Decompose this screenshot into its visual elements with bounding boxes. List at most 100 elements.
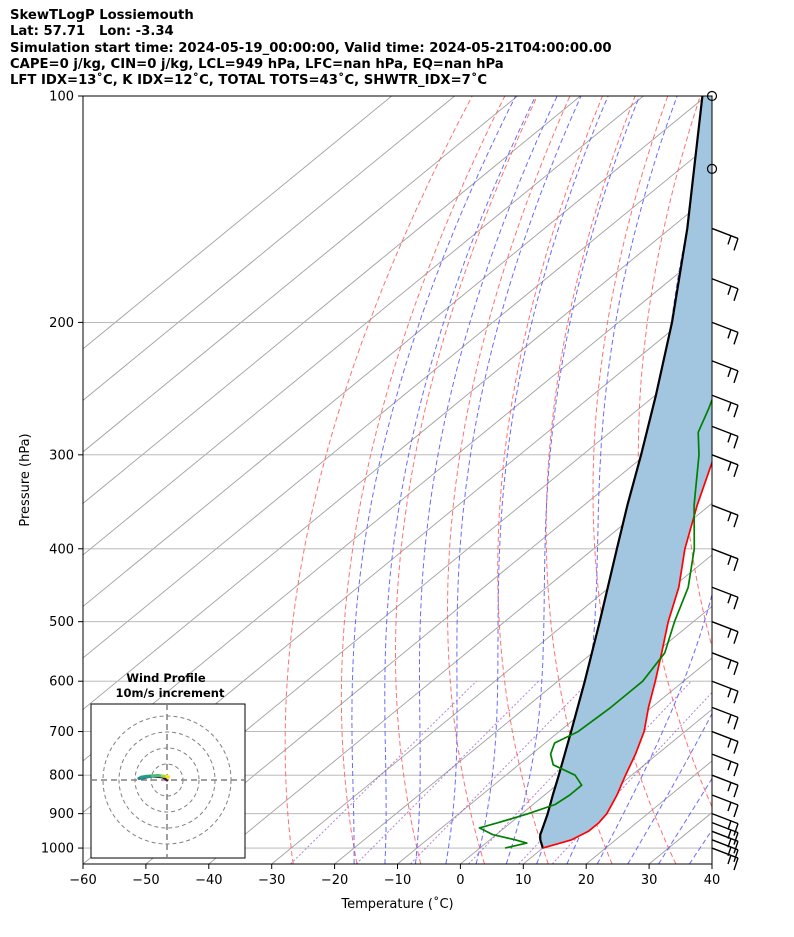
isotherm-line	[83, 96, 455, 401]
inset-subtitle: 10m/s increment	[116, 686, 225, 700]
dry-adiabat	[592, 96, 677, 864]
wind-barb	[711, 548, 739, 572]
wind-barb-feather	[733, 631, 739, 644]
wind-barb	[711, 821, 739, 845]
moist-adiabat	[475, 96, 609, 864]
wind-barb-feather	[733, 558, 739, 572]
x-tick-label: −20	[321, 873, 348, 888]
wind-barb	[711, 454, 739, 478]
location-line: Lat: 57.71 Lon: -3.34	[10, 24, 174, 40]
wind-barb-staff	[711, 425, 739, 438]
wind-barb-feather	[727, 659, 732, 670]
y-tick-label: 500	[49, 615, 74, 630]
wind-barb-feather	[727, 285, 732, 296]
wind-barb-staff	[711, 454, 739, 466]
wind-barb-staff	[711, 278, 739, 290]
wind-barb-feather	[727, 329, 732, 339]
wind-barb	[711, 278, 739, 302]
wind-barb-staff	[711, 753, 739, 765]
x-tick-label: −50	[132, 873, 159, 888]
isotherm-line	[83, 96, 581, 504]
isotherm-line	[334, 554, 712, 864]
wind-barb	[711, 425, 739, 449]
wind-barb-feather	[733, 849, 739, 863]
wind-barb-staff	[711, 680, 739, 692]
wind-barb-feather	[733, 597, 739, 610]
x-tick-label: 40	[704, 873, 721, 888]
chart-header: SkewTLogP Lossiemouth Lat: 57.71 Lon: -3…	[10, 8, 612, 89]
hodograph-segment	[166, 775, 171, 780]
y-tick-label: 700	[49, 725, 74, 740]
wind-barb-staff	[711, 821, 739, 834]
wind-barb-feather	[727, 402, 732, 412]
dry-adiabat	[395, 96, 538, 864]
wind-barb-feather	[733, 717, 739, 730]
wind-barb-feather	[733, 514, 739, 528]
wind-barb-feather	[733, 238, 739, 251]
isotherm-line	[83, 96, 707, 608]
moist-adiabat	[505, 96, 640, 864]
dry-adiabat	[637, 96, 712, 809]
mixing-ratio-line	[468, 680, 645, 864]
y-tick-label: 100	[49, 90, 74, 105]
parcel-profile-line	[539, 96, 704, 849]
y-tick-label: 600	[49, 675, 74, 690]
plot-axes: −60 −50 −40 −30 −20 −10 0 10 20 30 40 100 200 300 400 5…	[18, 90, 720, 913]
wind-barb	[711, 753, 739, 777]
wind-barb	[711, 227, 739, 251]
stability-indices-line: CAPE=0 j/kg, CIN=0 j/kg, LCL=949 hPa, LF…	[10, 56, 504, 72]
dewpoint-profile-line	[478, 397, 712, 849]
wind-barb-feather	[727, 555, 732, 566]
x-tick-label: 10	[515, 873, 532, 888]
calm-wind-marker	[706, 163, 718, 174]
inset-title: Wind Profile	[126, 671, 206, 685]
wind-barb-feather	[727, 687, 732, 698]
x-tick-label: 0	[456, 873, 464, 888]
isotherm-line	[145, 399, 712, 864]
dry-adiabat	[497, 96, 603, 864]
wind-barb-feather	[733, 741, 739, 754]
wind-barb	[711, 394, 739, 418]
cape-cin-shading	[540, 96, 712, 849]
wind-barb-feather	[727, 838, 732, 848]
wind-barb-feather	[727, 235, 732, 245]
wind-barb	[711, 847, 739, 871]
wind-barb-feather	[733, 823, 739, 836]
isotherm-line	[83, 96, 393, 350]
dry-adiabat	[766, 96, 794, 864]
isotherm-line	[711, 863, 712, 864]
wind-barb-feather	[727, 461, 732, 472]
moist-adiabat	[445, 96, 582, 864]
isotherm-line	[271, 502, 712, 864]
wind-barb-staff	[711, 812, 739, 825]
wind-barb-staff	[711, 548, 739, 560]
wind-barb-staff	[711, 774, 739, 786]
wind-barb-feather	[727, 820, 732, 830]
wind-barb-feather	[727, 511, 732, 522]
cin-shaded-area	[540, 96, 712, 849]
wind-barb	[711, 730, 739, 754]
moist-adiabat	[351, 96, 517, 864]
wind-barb-staff	[711, 830, 739, 842]
wind-barb-staff	[711, 706, 739, 719]
chart-title: SkewTLogP Lossiemouth	[10, 8, 194, 23]
wind-barb	[711, 774, 739, 798]
y-tick-label: 300	[49, 448, 74, 463]
wind-barb	[711, 794, 739, 818]
wind-barb-staff	[711, 227, 739, 240]
wind-barb-feather	[727, 760, 732, 771]
dry-adiabat	[284, 96, 473, 864]
thermo-indices-line: LFT IDX=13˚C, K IDX=12˚C, TOTAL TOTS=43˚…	[10, 73, 488, 89]
mixing-ratio-line	[290, 680, 477, 864]
y-tick-label: 800	[49, 769, 74, 784]
wind-barb	[711, 652, 739, 676]
dry-adiabat	[446, 96, 571, 864]
wind-barb-feather	[733, 370, 739, 384]
wind-barb-feather	[727, 714, 732, 724]
isotherm-line	[83, 193, 712, 711]
wind-barb	[711, 706, 739, 730]
isotherm-line	[83, 96, 644, 556]
wind-barb	[711, 360, 739, 384]
